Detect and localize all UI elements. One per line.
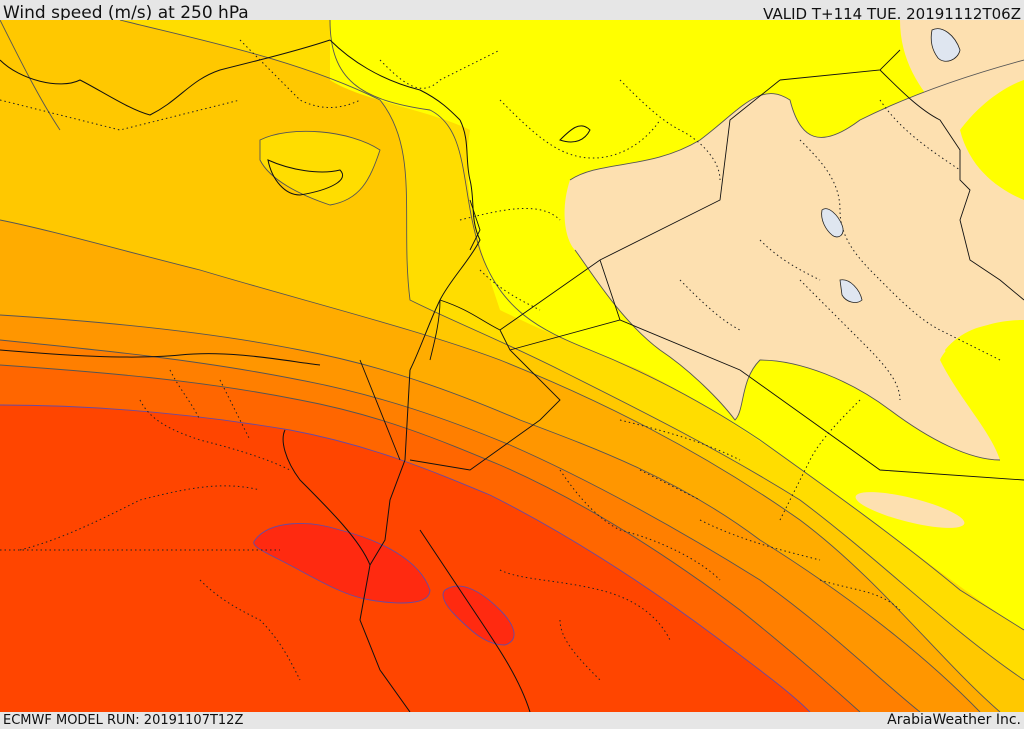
patch-deep-red-1 xyxy=(253,523,430,603)
credit-label: ArabiaWeather Inc. xyxy=(887,712,1021,728)
chart-header: Wind speed (m/s) at 250 hPa VALID T+114 … xyxy=(0,0,1024,23)
patch-gold-cyprus xyxy=(260,131,380,205)
lakes xyxy=(821,28,961,303)
patch-deep-red-2 xyxy=(443,586,515,645)
patch-yellow-nw xyxy=(500,20,560,50)
band-lightest xyxy=(564,60,1024,460)
coastlines xyxy=(0,39,591,712)
province-borders xyxy=(0,39,1001,681)
country-borders xyxy=(359,49,1024,481)
patch-yellow-se xyxy=(945,324,1024,440)
patch-yellow-e xyxy=(960,80,1024,200)
map-title: Wind speed (m/s) at 250 hPa xyxy=(3,3,249,23)
map-canvas xyxy=(0,20,1024,712)
model-run-label: ECMWF MODEL RUN: 20191107T12Z xyxy=(3,713,244,728)
isotach-contours xyxy=(0,20,1024,712)
valid-time-label: VALID T+114 TUE. 20191112T06Z xyxy=(763,5,1021,23)
chart-footer: ECMWF MODEL RUN: 20191107T12Z ArabiaWeat… xyxy=(0,712,1024,729)
high-speed-contours xyxy=(0,404,811,712)
patch-lightest-n xyxy=(900,20,1024,110)
wind-speed-map xyxy=(0,20,1024,712)
patch-lightest-se xyxy=(855,492,965,528)
